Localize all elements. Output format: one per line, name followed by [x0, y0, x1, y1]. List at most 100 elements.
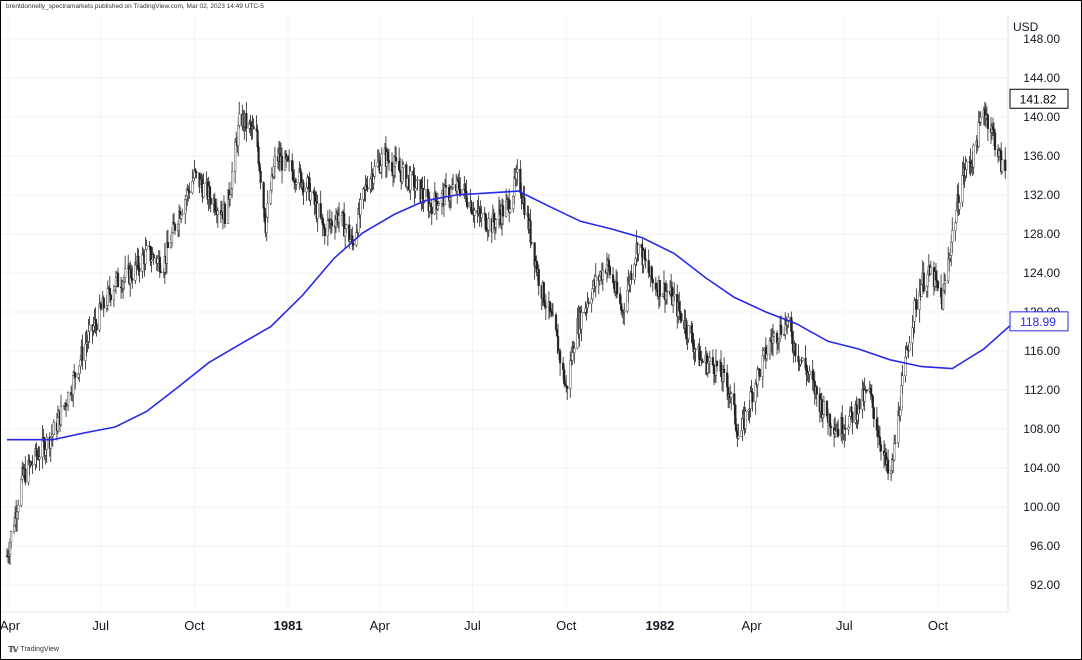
candle — [780, 315, 783, 338]
candle — [844, 415, 847, 442]
candle-body — [102, 297, 105, 309]
candle-body — [59, 405, 63, 425]
candle-body — [380, 153, 383, 166]
candle — [701, 358, 704, 364]
candle — [302, 179, 305, 205]
candle-body — [38, 456, 41, 460]
candle — [166, 229, 170, 249]
candle-body — [280, 155, 284, 171]
candle-body — [558, 350, 562, 364]
candle — [580, 305, 583, 342]
candle-body — [436, 205, 439, 210]
candle — [24, 456, 27, 486]
candle — [138, 262, 141, 283]
candle-body — [245, 113, 248, 129]
candle — [915, 288, 918, 318]
candle-body — [437, 203, 440, 206]
candle — [972, 143, 975, 175]
candle-body — [986, 114, 990, 129]
candle — [630, 264, 633, 285]
candle — [309, 183, 312, 206]
candle — [551, 303, 555, 317]
candle-body — [737, 436, 740, 439]
time-tick-label: Jul — [836, 618, 853, 633]
candle — [894, 434, 897, 445]
candle-body — [751, 392, 754, 403]
candle-body — [542, 282, 545, 303]
candle — [544, 293, 547, 321]
tradingview-logo-icon: 𝕋𝕍 — [8, 645, 19, 654]
candle — [109, 292, 112, 307]
candle-body — [879, 444, 883, 452]
candle — [466, 197, 469, 210]
candle — [944, 273, 947, 295]
price-axis[interactable]: 148.00 144.00 140.00 136.00 132.00 128.00 124.… — [1023, 32, 1060, 592]
last-price-label: 141.82 — [1020, 92, 1057, 106]
candle — [31, 455, 34, 474]
candle-body — [673, 294, 676, 297]
candle-body — [730, 393, 733, 398]
candle-body — [573, 347, 576, 353]
candle-body — [302, 182, 305, 193]
candle-body — [901, 375, 904, 386]
candle — [416, 176, 419, 191]
candle — [288, 149, 291, 172]
candle-body — [230, 171, 234, 189]
price-tick-label: 124.00 — [1023, 266, 1060, 280]
candle-body — [144, 249, 147, 265]
candle-body — [66, 392, 70, 406]
candle-body — [195, 171, 198, 174]
candle — [808, 365, 811, 383]
candle — [708, 350, 711, 374]
candle-body — [893, 443, 896, 461]
candle — [444, 172, 448, 198]
candle-body — [444, 185, 448, 188]
candle — [644, 247, 647, 269]
candle — [380, 147, 383, 179]
candle — [744, 407, 747, 434]
time-tick-label: 1982 — [645, 618, 674, 633]
candle — [623, 303, 626, 326]
candle — [516, 159, 519, 186]
candle — [59, 394, 63, 427]
candle-body — [908, 342, 911, 352]
candle-body — [95, 323, 98, 331]
candle-body — [223, 204, 227, 224]
candle — [66, 391, 70, 412]
candle — [223, 201, 227, 228]
candle-body — [452, 184, 455, 188]
candle-body — [815, 386, 818, 395]
candle — [665, 283, 669, 305]
candle-body — [701, 360, 704, 363]
candle-body — [181, 212, 184, 216]
candle-body — [112, 289, 116, 301]
candle — [280, 147, 284, 184]
price-tick-label: 140.00 — [1023, 110, 1060, 124]
candle-body — [288, 160, 291, 162]
time-tick-label: Jul — [464, 618, 481, 633]
candle — [88, 316, 91, 343]
candle — [494, 218, 498, 234]
candle — [480, 205, 483, 228]
grid-lines — [1, 14, 1008, 612]
candle — [437, 200, 440, 206]
candle — [509, 200, 512, 214]
time-axis[interactable]: Apr Jul Oct 1981 Apr Jul Oct 1982 Apr Jul Oct — [0, 618, 948, 633]
candle — [986, 113, 990, 142]
candle — [722, 357, 726, 383]
candle-body — [173, 224, 177, 231]
candle — [929, 260, 932, 275]
candle — [794, 342, 797, 363]
price-tick-label: 112.00 — [1024, 383, 1060, 397]
candle-body — [851, 411, 854, 423]
candle — [45, 433, 48, 463]
candle — [487, 211, 490, 238]
candle — [345, 223, 348, 233]
candle — [330, 211, 334, 234]
candle — [922, 262, 925, 294]
candle-body — [9, 531, 13, 543]
candle-body — [323, 227, 326, 237]
candle — [765, 344, 768, 362]
